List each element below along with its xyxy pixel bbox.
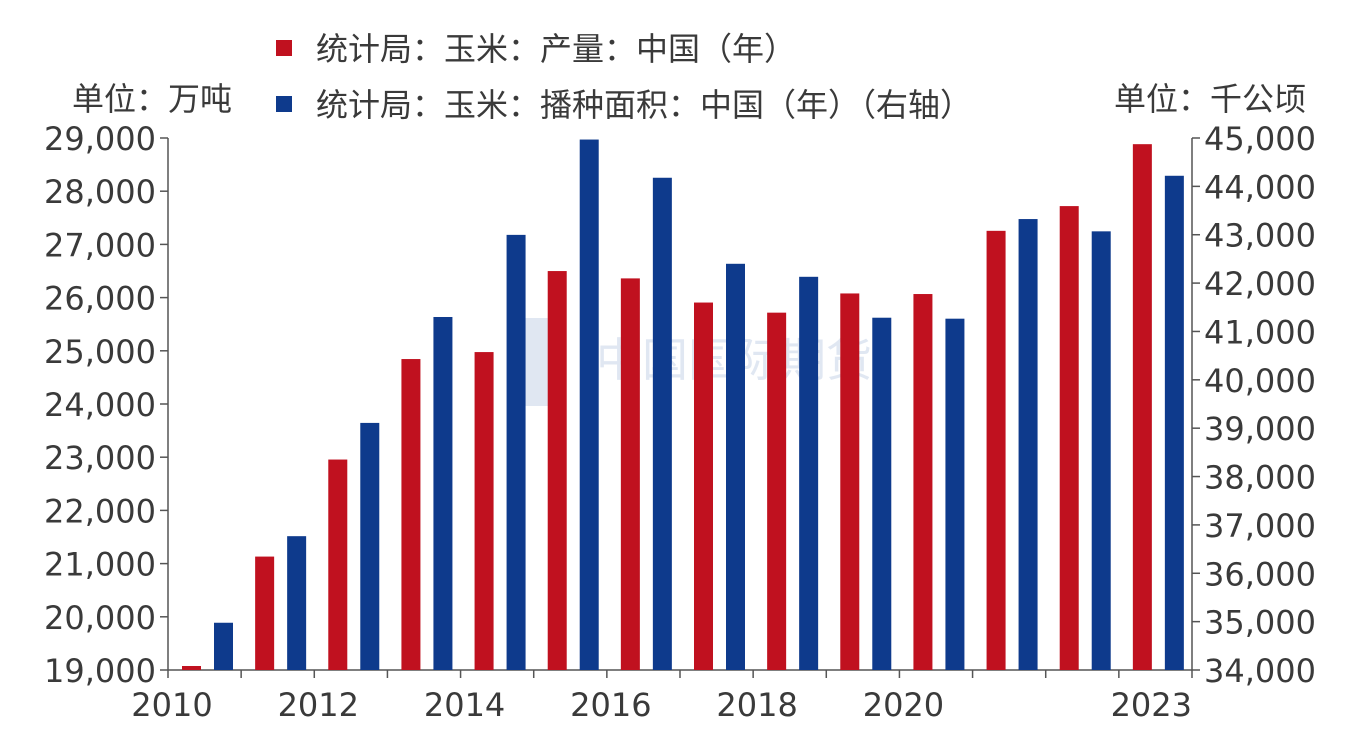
right-tick-label: 39,000: [1204, 410, 1316, 448]
left-tick-label: 28,000: [44, 173, 156, 211]
bar-sown-area: [1018, 219, 1038, 671]
legend-swatch-area: [276, 96, 292, 112]
bar-sown-area: [799, 276, 819, 670]
bar-sown-area: [872, 317, 892, 670]
legend-label-area: 统计局：玉米：播种面积：中国（年）（右轴）: [316, 86, 972, 124]
x-tick-label: 2012: [278, 686, 359, 724]
left-tick-label: 22,000: [44, 492, 156, 530]
bar-sown-area: [1091, 231, 1111, 671]
bar-production: [328, 459, 348, 670]
bar-production: [694, 302, 713, 670]
bar-production: [255, 556, 275, 670]
bar-sown-area: [287, 536, 307, 670]
bar-sown-area: [652, 177, 672, 670]
right-tick-label: 42,000: [1204, 265, 1316, 303]
left-unit-label: 单位：万吨: [72, 80, 232, 118]
legend: 统计局：玉米：产量：中国（年） 统计局：玉米：播种面积：中国（年）（右轴）: [276, 30, 972, 124]
right-tick-label: 34,000: [1204, 652, 1316, 690]
bar-production: [547, 271, 567, 670]
right-tick-label: 44,000: [1204, 168, 1316, 206]
bar-production: [182, 666, 201, 670]
x-tick-label: 2010: [131, 686, 212, 724]
right-tick-label: 40,000: [1204, 362, 1316, 400]
bar-production: [401, 359, 421, 670]
x-tick-label: 2018: [716, 686, 797, 724]
bar-production: [474, 352, 494, 670]
left-tick-label: 24,000: [44, 386, 156, 424]
bar-production: [767, 312, 787, 670]
legend-label-production: 统计局：玉米：产量：中国（年）: [316, 30, 796, 68]
left-axis-ticks: 19,000 20,000 21,000 22,000 23,000 24,000 25,0…: [44, 120, 168, 690]
bar-sown-area: [360, 422, 380, 670]
bar-sown-area: [433, 316, 453, 670]
right-tick-label: 38,000: [1204, 459, 1316, 497]
bar-sown-area: [945, 318, 965, 670]
bar-sown-area: [214, 622, 233, 670]
right-tick-label: 43,000: [1204, 217, 1316, 255]
bar-sown-area: [726, 263, 745, 670]
bar-sown-area: [1164, 175, 1184, 670]
right-tick-label: 41,000: [1204, 313, 1316, 351]
left-tick-label: 27,000: [44, 226, 156, 264]
left-tick-label: 29,000: [44, 120, 156, 158]
left-tick-label: 20,000: [44, 599, 156, 637]
right-tick-label: 35,000: [1204, 604, 1316, 642]
right-axis-ticks: 34,000 35,000 36,000 37,000 38,000 39,000 40,0…: [1192, 120, 1316, 690]
bar-production: [1059, 206, 1079, 670]
right-unit-label: 单位：千公顷: [1114, 80, 1306, 118]
legend-swatch-production: [276, 40, 292, 56]
x-tick-label: 2023: [1111, 686, 1192, 724]
left-tick-label: 25,000: [44, 333, 156, 371]
bar-production: [913, 294, 933, 670]
x-axis-ticks: 2010 2012 2014 2016 2018 2020 2023: [131, 670, 1193, 724]
bar-sown-area: [579, 139, 599, 671]
bar-production: [1132, 144, 1152, 670]
left-tick-label: 21,000: [44, 546, 156, 584]
left-tick-label: 23,000: [44, 439, 156, 477]
right-tick-label: 37,000: [1204, 507, 1316, 545]
bar-production: [840, 293, 860, 670]
bar-sown-area: [506, 234, 526, 670]
left-tick-label: 26,000: [44, 280, 156, 318]
x-tick-label: 2020: [863, 686, 944, 724]
right-tick-label: 36,000: [1204, 555, 1316, 593]
x-tick-label: 2016: [570, 686, 651, 724]
bar-production: [986, 230, 1006, 671]
bar-production: [620, 278, 640, 670]
bars: [182, 139, 1184, 671]
right-tick-label: 45,000: [1204, 120, 1316, 158]
left-tick-label: 19,000: [44, 652, 156, 690]
x-tick-label: 2014: [424, 686, 505, 724]
